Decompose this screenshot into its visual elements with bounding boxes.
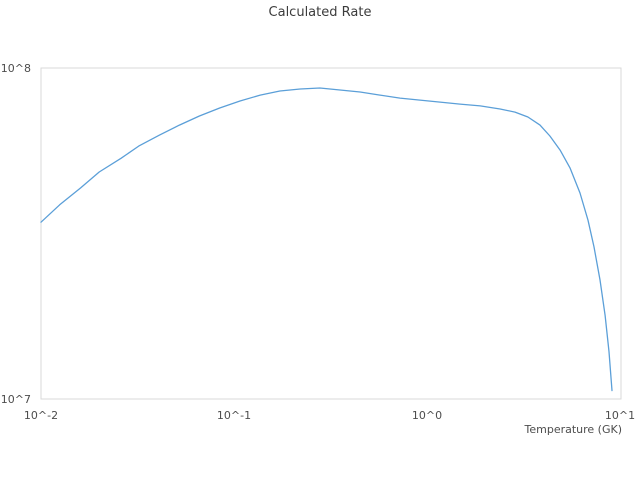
x-tick-1e0: 10^0 (411, 409, 443, 422)
plot-border (40, 67, 622, 400)
x-tick-1e-2: 10^-2 (23, 409, 59, 422)
chart-title: Calculated Rate (268, 5, 372, 20)
x-axis-label: Temperature (GK) (524, 423, 623, 436)
y-tick-1e7: 10^7 (0, 393, 31, 406)
x-tick-1e-1: 10^-1 (216, 409, 252, 422)
rate-curve (40, 87, 613, 392)
x-tick-1e1: 10^1 (604, 409, 636, 422)
y-tick-1e8: 10^8 (0, 62, 31, 75)
